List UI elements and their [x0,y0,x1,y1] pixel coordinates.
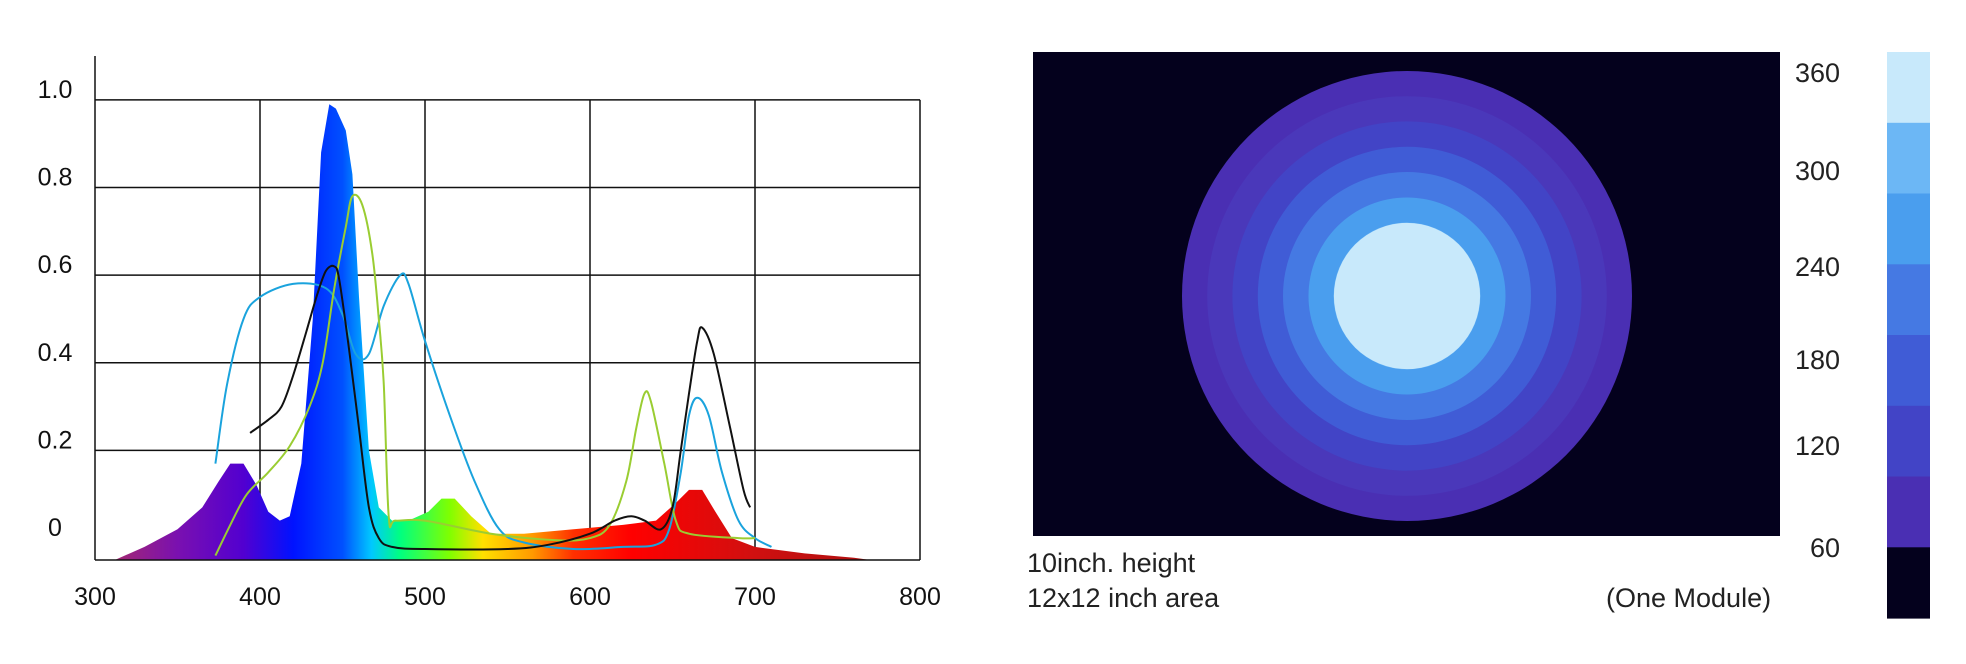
series-line-3 [249,264,752,551]
colorbar-segment [1887,122,1930,195]
spectral-area [114,104,871,560]
intensity-rings [1182,71,1632,521]
module-label: (One Module) [1606,583,1772,613]
spectral-area-fill [114,104,871,560]
colorbar-segment [1887,405,1930,478]
y-tick-label: 0.2 [38,426,73,454]
y-tick-label: 1.0 [38,76,73,104]
intensity-ring-8 [1333,222,1481,370]
x-tick-label: 800 [899,583,941,611]
colorbar-segment [1887,547,1930,619]
x-tick-label: 700 [734,583,776,611]
y-tick-label: 0.6 [38,251,73,279]
colorbar-level-label: 360 [1795,58,1840,88]
colorbar-segment [1887,264,1930,336]
series-line-2 [214,193,756,557]
x-tick-labels: 300 400 500 600 700 800 [74,583,941,611]
series-lines [214,193,772,557]
x-tick-label: 400 [239,583,281,611]
y-tick-labels: 0 0.2 0.4 0.6 0.8 1.0 [38,76,73,542]
x-tick-label: 300 [74,583,116,611]
colorbar-segment [1887,476,1930,548]
y-tick-label: 0 [48,514,62,542]
colorbar-level-label: 240 [1795,252,1840,282]
x-tick-label: 600 [569,583,611,611]
y-tick-label: 0.8 [38,163,73,191]
colorbar [1887,52,1930,619]
colorbar-level-label: 180 [1795,345,1840,375]
y-tick-label: 0.4 [38,339,73,367]
colorbar-level-label: 60 [1810,533,1840,563]
colorbar-level-label: 120 [1795,431,1840,461]
colorbar-labels: 60 120 180 240 300 360 [1795,58,1840,563]
series-line-1 [214,272,772,551]
spectrum-chart: 300 400 500 600 700 800 0 0.2 0.4 0.6 0.8 1.0 [38,56,941,611]
height-label: 10inch. height [1027,548,1196,578]
ppfd-map: 60 120 180 240 300 360 [1033,52,1930,619]
colorbar-segment [1887,335,1930,407]
x-tick-label: 500 [404,583,446,611]
chart-axes [94,56,920,561]
colorbar-segment [1887,193,1930,265]
colorbar-segment [1887,52,1930,124]
area-label: 12x12 inch area [1027,583,1220,613]
colorbar-level-label: 300 [1795,156,1840,186]
